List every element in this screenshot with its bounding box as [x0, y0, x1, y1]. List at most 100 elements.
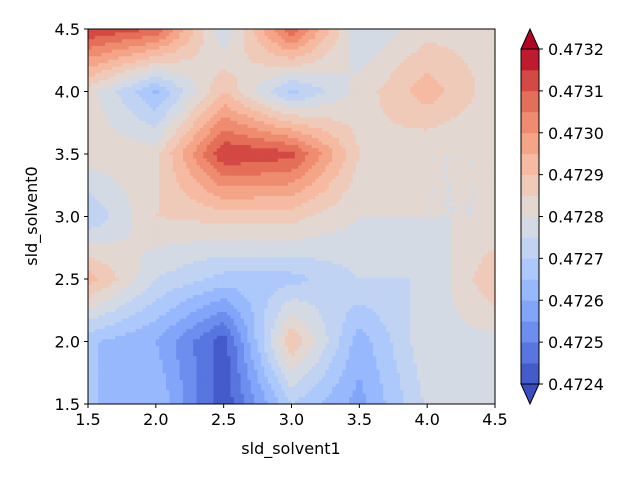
contour-cell	[376, 93, 381, 98]
contour-cell	[461, 83, 466, 88]
contour-cell	[335, 100, 340, 105]
contour-cell	[88, 90, 92, 95]
contour-cell	[162, 138, 167, 143]
contour-cell	[308, 42, 313, 47]
contour-cell	[193, 124, 198, 129]
contour-cell	[176, 42, 181, 47]
contour-cell	[338, 32, 343, 37]
contour-cell	[420, 69, 425, 74]
contour-cell	[440, 39, 445, 44]
contour-cell	[247, 100, 252, 105]
contour-cell	[311, 66, 316, 71]
contour-cell	[481, 110, 486, 115]
contour-cell	[369, 100, 374, 105]
contour-cell	[410, 80, 415, 85]
contour-cell	[349, 69, 354, 74]
contour-cell	[308, 148, 313, 153]
contour-cell	[383, 141, 388, 146]
contour-cell	[135, 93, 140, 98]
contour-cell	[176, 83, 181, 88]
contour-cell	[430, 161, 435, 166]
contour-cell	[138, 69, 143, 74]
contour-cell	[230, 86, 235, 91]
contour-cell	[383, 127, 388, 132]
contour-cell	[471, 56, 476, 61]
contour-cell	[135, 134, 140, 139]
contour-cell	[430, 127, 435, 132]
contour-cell	[152, 114, 157, 119]
contour-cell	[413, 86, 418, 91]
contour-cell	[193, 148, 198, 153]
contour-cell	[182, 97, 187, 102]
contour-cell	[220, 32, 225, 37]
contour-cell	[478, 104, 483, 109]
contour-cell	[155, 155, 160, 160]
contour-cell	[166, 141, 170, 146]
contour-cell	[430, 144, 435, 149]
contour-cell	[237, 165, 242, 170]
contour-cell	[454, 29, 459, 34]
contour-cell	[203, 29, 208, 34]
contour-cell	[291, 165, 296, 170]
contour-cell	[108, 168, 113, 173]
contour-cell	[206, 63, 211, 68]
contour-cell	[169, 104, 174, 109]
contour-cell	[386, 90, 391, 95]
contour-cell	[379, 117, 384, 122]
contour-cell	[311, 39, 316, 44]
contour-cell	[440, 144, 445, 149]
contour-cell	[88, 138, 92, 143]
contour-cell	[393, 90, 398, 95]
contour-cell	[132, 35, 137, 40]
contour-cell	[420, 73, 425, 78]
contour-cell	[359, 46, 364, 51]
contour-cell	[257, 131, 262, 136]
contour-cell	[355, 138, 360, 143]
contour-cell	[335, 138, 340, 143]
contour-cell	[271, 93, 276, 98]
contour-cell	[203, 73, 208, 78]
contour-cell	[111, 97, 116, 102]
contour-cell	[342, 138, 347, 143]
contour-cell	[427, 49, 432, 54]
contour-cell	[342, 35, 347, 40]
contour-cell	[444, 59, 449, 64]
contour-cell	[213, 29, 218, 34]
contour-cell	[311, 56, 316, 61]
contour-cell	[406, 138, 411, 143]
contour-cell	[260, 42, 265, 47]
contour-cell	[291, 46, 296, 51]
contour-cell	[427, 80, 432, 85]
contour-cell	[284, 32, 289, 37]
contour-cell	[149, 155, 154, 160]
contour-cell	[250, 155, 255, 160]
contour-cell	[264, 32, 269, 37]
contour-cell	[349, 148, 354, 153]
contour-cell	[383, 155, 388, 160]
contour-cell	[444, 161, 449, 166]
contour-cell	[240, 49, 245, 54]
contour-cell	[447, 63, 452, 68]
contour-cell	[338, 97, 343, 102]
contour-cell	[328, 148, 333, 153]
contour-cell	[349, 73, 354, 78]
contour-cell	[267, 32, 272, 37]
contour-cell	[118, 49, 123, 54]
contour-cell	[274, 66, 279, 71]
contour-cell	[240, 134, 245, 139]
contour-cell	[210, 63, 215, 68]
contour-cell	[88, 83, 92, 88]
contour-cell	[457, 161, 462, 166]
contour-cell	[128, 104, 133, 109]
contour-cell	[471, 80, 476, 85]
contour-cell	[464, 121, 469, 126]
contour-cell	[359, 73, 364, 78]
contour-cell	[216, 110, 221, 115]
contour-cell	[189, 168, 194, 173]
contour-cell	[349, 114, 354, 119]
contour-cell	[189, 100, 194, 105]
contour-cell	[437, 42, 442, 47]
contour-cell	[176, 151, 181, 156]
contour-cell	[199, 42, 204, 47]
contour-cell	[338, 73, 343, 78]
